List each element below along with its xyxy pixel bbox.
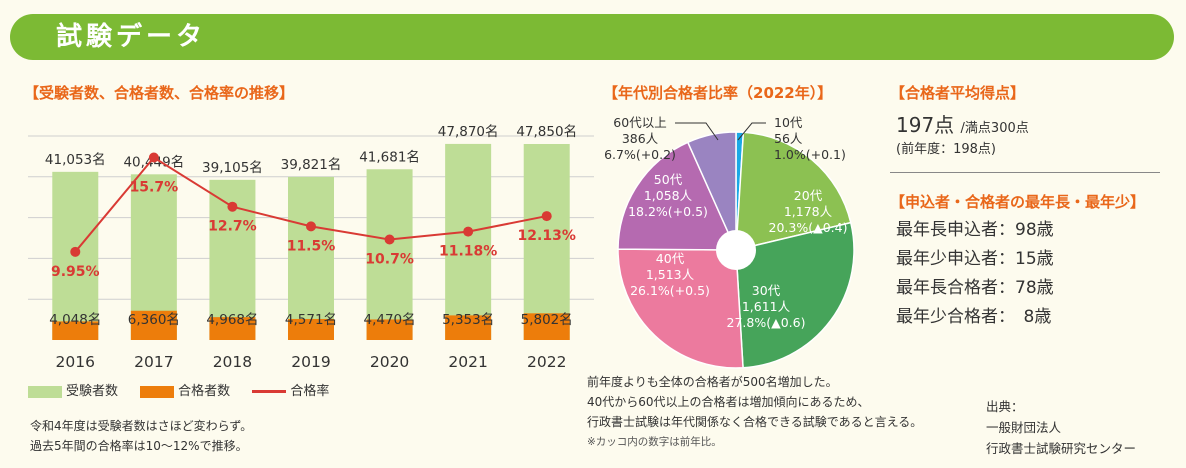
pie-label: 1,178人	[784, 204, 833, 219]
trend-section-title: 【受験者数、合格者数、合格率の推移】	[24, 84, 295, 102]
bar-applicants	[288, 176, 334, 340]
pie-slice	[617, 248, 744, 369]
year-tick-label: 2018	[213, 353, 252, 371]
age-section-title: 【年代別合格者比率（2022年）】	[603, 84, 833, 102]
legend-passers: 合格者数	[140, 380, 230, 399]
source: 出典： 一般財団法人 行政書士試験研究センター	[986, 399, 1137, 456]
applicants-label: 47,850名	[516, 124, 577, 140]
age-pie-chart: 10代56人1.0%(+0.1)20代1,178人20.3%(▲0.4)30代1…	[604, 115, 855, 369]
passers-label: 5,802名	[521, 312, 573, 328]
passers-label: 4,048名	[49, 312, 101, 328]
avg-score-section-title: 【合格者平均得点】	[890, 84, 1026, 102]
list-item: 最年少申込者：15歳	[896, 249, 1054, 269]
rate-label: 11.5%	[287, 238, 336, 254]
rate-point	[227, 201, 238, 212]
bar-passers	[52, 321, 99, 340]
pie-slice	[686, 131, 737, 251]
pie-label: 56人	[774, 131, 803, 146]
pie-slice	[735, 131, 852, 251]
rate-point	[384, 234, 395, 245]
rate-label: 11.18%	[439, 244, 497, 260]
pie-label: 20.3%(▲0.4)	[769, 220, 848, 235]
age-note: 前年度よりも全体の合格者が500名増加した。 40代から60代以上の合格者は増加…	[587, 375, 923, 448]
rate-label: 9.95%	[51, 264, 100, 280]
bar-passers	[209, 317, 256, 340]
list-item: 最年長申込者：98歳	[896, 220, 1054, 240]
leader-line	[737, 122, 766, 141]
pie-slice	[617, 141, 738, 251]
passers-label: 6,360名	[128, 312, 180, 328]
rate-point	[306, 221, 316, 232]
pie-label: 1,058人	[644, 188, 693, 203]
age-minmax-list: 最年長申込者：98歳 最年少申込者：15歳 最年長合格者：78歳 最年少合格者：…	[896, 216, 1054, 332]
pie-label: 1,611人	[742, 299, 791, 314]
trend-note: 令和4年度は受験者数はさほど変わらず。 過去5年間の合格率は10〜12%で推移。	[30, 419, 253, 453]
pie-label: 30代	[752, 283, 781, 298]
rate-label: 12.7%	[208, 219, 257, 235]
passers-label: 4,968名	[206, 312, 258, 328]
bar-applicants	[523, 144, 570, 340]
age-minmax-section-title: 【申込者・合格者の最年長・最年少】	[890, 193, 1146, 211]
rate-point	[463, 226, 474, 237]
passers-label: 4,571名	[285, 312, 337, 328]
pie-label: 27.8%(▲0.6)	[727, 315, 806, 330]
divider	[890, 172, 1160, 173]
pie-label: 10代	[774, 115, 803, 130]
year-tick-label: 2016	[56, 353, 95, 371]
trend-legend: 受験者数 合格者数 合格率	[28, 380, 347, 399]
header-bar: 試験データ	[10, 14, 1174, 60]
bar-passers	[366, 319, 413, 340]
applicants-label: 39,821名	[281, 157, 342, 173]
pie-label: 386人	[622, 131, 659, 146]
bar-applicants	[366, 169, 413, 340]
rate-label: 10.7%	[365, 252, 414, 268]
rate-point	[541, 211, 552, 222]
legend-applicants: 受験者数	[28, 380, 118, 399]
pie-label: 50代	[654, 172, 683, 187]
list-item: 最年少合格者： 8歳	[896, 307, 1052, 327]
pie-label: 40代	[656, 251, 685, 266]
rate-point	[148, 152, 159, 163]
year-tick-label: 2022	[527, 353, 566, 371]
list-item: 最年長合格者：78歳	[896, 278, 1054, 298]
bar-passers	[445, 315, 492, 340]
rate-point	[70, 246, 81, 257]
rate-label: 12.13%	[518, 228, 576, 244]
leader-line	[675, 122, 719, 141]
rate-label: 15.7%	[130, 180, 179, 196]
applicants-label: 41,053名	[45, 152, 106, 168]
avg-score-prev: (前年度：198点)	[896, 142, 996, 157]
year-tick-label: 2017	[134, 353, 173, 371]
year-tick-label: 2021	[448, 353, 487, 371]
pie-center	[716, 230, 756, 270]
pie-label: 18.2%(+0.5)	[628, 204, 708, 219]
pie-label: 1.0%(+0.1)	[774, 147, 846, 162]
bar-applicants	[445, 143, 492, 340]
avg-score: 197点 /満点300点	[896, 113, 1029, 137]
bar-passers	[288, 318, 334, 340]
pie-label: 20代	[794, 188, 823, 203]
legend-rate: 合格率	[252, 380, 329, 399]
passers-label: 4,470名	[363, 312, 415, 328]
pie-label: 26.1%(+0.5)	[630, 283, 710, 298]
bar-passers	[130, 310, 177, 340]
pie-label: 60代以上	[613, 115, 666, 130]
applicants-label: 39,105名	[202, 160, 263, 176]
trend-chart: 41,053名4,048名201640,449名6,360名201739,105…	[28, 124, 594, 371]
year-tick-label: 2019	[291, 353, 330, 371]
applicants-label: 47,870名	[438, 124, 499, 140]
page-title: 試験データ	[56, 22, 207, 52]
applicants-label: 41,681名	[359, 149, 420, 165]
passers-label: 5,353名	[442, 312, 494, 328]
pie-slice	[735, 221, 855, 369]
year-tick-label: 2020	[370, 353, 409, 371]
pie-label: 6.7%(+0.2)	[604, 147, 676, 162]
bar-passers	[523, 313, 570, 340]
pie-label: 1,513人	[646, 267, 695, 282]
